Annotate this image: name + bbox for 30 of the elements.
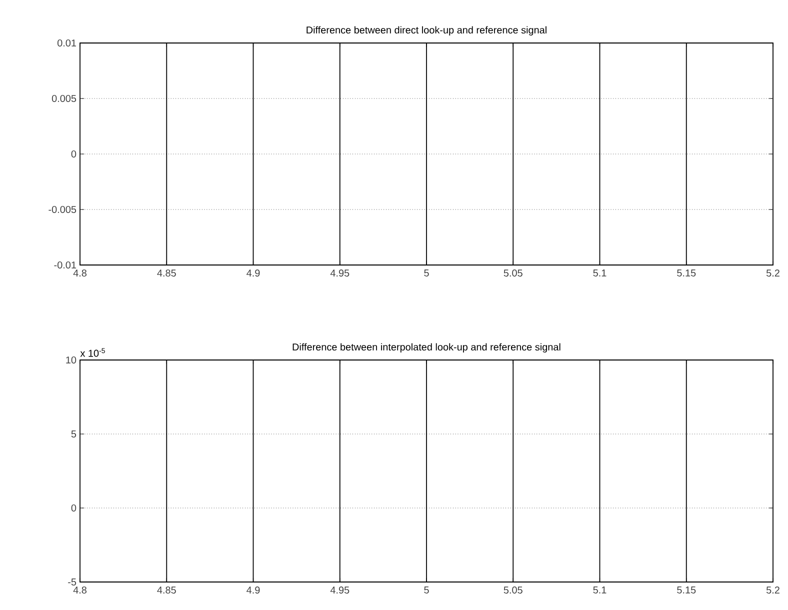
y-tick-label: -5 (68, 578, 76, 586)
y-tick-label: 10 (66, 356, 76, 364)
y-tick-label: 0.01 (57, 39, 76, 47)
x-tick-label: 5.05 (504, 270, 522, 277)
x-tick-label: 4.85 (157, 270, 176, 277)
y-tick-label: -0.005 (48, 206, 76, 214)
text: x 10$^{-5}$ (80, 348, 105, 357)
y-tick-label: 0.005 (52, 94, 76, 102)
x-tick-label: 5.1 (593, 586, 606, 594)
x-tick-label: 5.1 (593, 270, 606, 276)
y-tick-label: 5 (71, 430, 76, 438)
x-tick-label: 5.15 (677, 586, 696, 594)
x-tick-label: 4.9 (246, 270, 260, 277)
x-tick-label: 5.15 (677, 270, 696, 276)
y-tick-label: 0 (71, 504, 76, 512)
chart-title: Difference between interpolated look-up and reference signal (292, 343, 560, 352)
x-tick-label: 5 (424, 586, 429, 594)
x-tick-label: 4.9 (246, 586, 260, 594)
x-tick-label: 4.8 (73, 586, 86, 594)
x-tick-label: 4.85 (157, 586, 176, 594)
x-tick-label: 5 (424, 270, 429, 276)
chart-title: Difference between direct look-up and reference signal (306, 26, 546, 36)
y-tick-label: -0.01 (54, 261, 76, 269)
x-tick-label: 4.8 (73, 270, 86, 277)
x-tick-label: 4.95 (330, 586, 350, 594)
x-tick-label: 5.2 (766, 270, 780, 277)
x-tick-label: 5.2 (766, 586, 780, 594)
y-tick-label: 0 (71, 150, 76, 158)
x-tick-label: 4.95 (330, 270, 350, 277)
x-tick-label: 5.05 (504, 586, 522, 594)
